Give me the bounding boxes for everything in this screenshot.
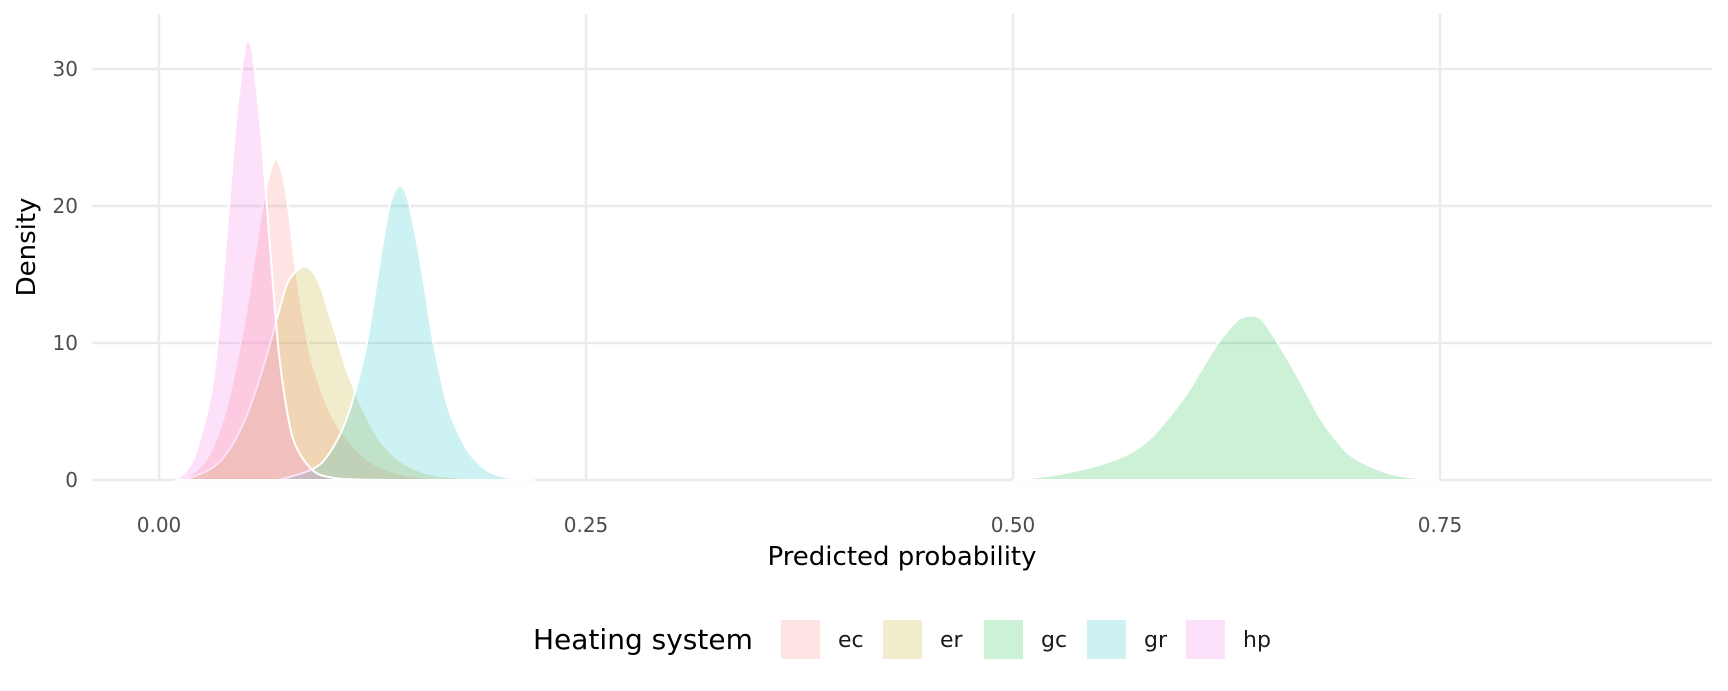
density-areas [173,39,1441,481]
x-tick-label-0.00: 0.00 [137,513,182,537]
legend-key-er [883,620,922,659]
legend-label-er: er [940,628,964,653]
x-axis-ticks: 0.00 0.25 0.50 0.75 [137,513,1463,537]
density-area-ec [179,157,484,481]
legend-label-hp: hp [1243,628,1271,653]
legend: Heating system ec er gc gr hp [533,620,1271,659]
density-area-hp [173,39,399,481]
grid-lines [92,14,1712,482]
legend-label-gr: gr [1144,628,1168,653]
y-axis-ticks: 0 10 20 30 [53,57,78,492]
legend-key-hp [1186,620,1225,659]
legend-title: Heating system [533,623,753,656]
legend-label-ec: ec [838,628,864,653]
density-area-gr [278,185,535,481]
density-area-gc [1012,314,1441,481]
legend-key-gr [1087,620,1126,659]
y-tick-label-0: 0 [65,468,78,492]
y-tick-label-30: 30 [53,57,78,81]
legend-key-gc [984,620,1023,659]
y-tick-label-20: 20 [53,194,78,218]
y-axis-title: Density [12,198,42,297]
x-tick-label-0.50: 0.50 [991,513,1036,537]
legend-label-gc: gc [1041,628,1067,653]
density-area-er [184,265,535,481]
x-tick-label-0.25: 0.25 [564,513,609,537]
x-axis-title: Predicted probability [767,542,1036,572]
y-tick-label-10: 10 [53,331,78,355]
legend-key-ec [781,620,820,659]
x-tick-label-0.75: 0.75 [1418,513,1463,537]
legend-items: ec er gc gr hp [781,620,1271,659]
